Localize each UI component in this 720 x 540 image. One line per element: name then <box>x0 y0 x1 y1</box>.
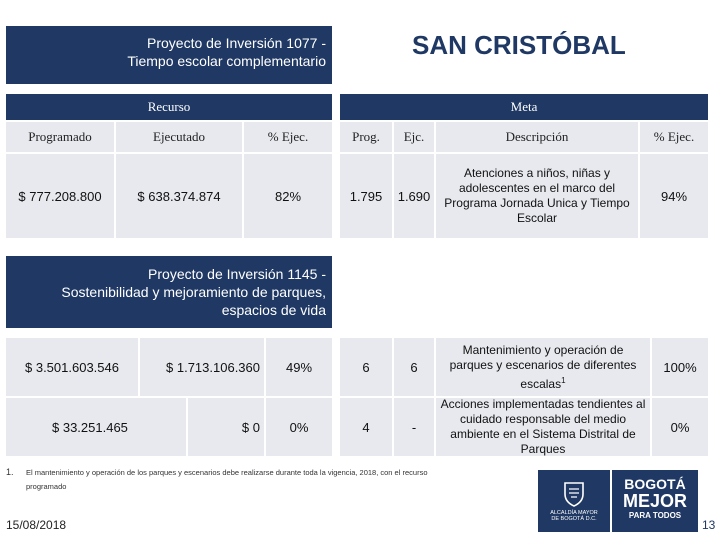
alcaldia-logo: ALCALDÍA MAYOR DE BOGOTÁ D.C. <box>538 470 610 532</box>
row3-pct: 0% <box>266 398 332 456</box>
col-prog: Prog. <box>340 122 392 152</box>
shield-icon <box>564 481 584 507</box>
row2-footnote-ref: 1 <box>561 375 566 385</box>
footnote-text-line2: programado <box>26 482 67 491</box>
row2-meta-pct: 100% <box>652 338 708 396</box>
col-meta-pct-ejec: % Ejec. <box>640 122 708 152</box>
footnote-text-line1: El mantenimiento y operación de los parq… <box>26 468 428 477</box>
footnote-number: 1. <box>6 467 14 477</box>
footnote-text: El mantenimiento y operación de los parq… <box>26 466 526 494</box>
row3-prog: 4 <box>340 398 392 456</box>
col-descripcion: Descripción <box>436 122 638 152</box>
row2-ejc: 6 <box>394 338 434 396</box>
row1-pct: 82% <box>244 154 332 238</box>
row1-prog: 1.795 <box>340 154 392 238</box>
project-1-title-box: Proyecto de Inversión 1077 - Tiempo esco… <box>6 26 332 84</box>
footer-date: 15/08/2018 <box>6 518 67 532</box>
row1-descripcion: Atenciones a niños, niñas y adolescentes… <box>436 154 638 238</box>
meta-header: Meta <box>340 94 708 120</box>
brand-line2: MEJOR <box>622 491 687 511</box>
row3-ejc: - <box>394 398 434 456</box>
logo-text-line2: DE BOGOTÁ D.C. <box>551 515 597 522</box>
row2-ejecutado: $ 1.713.106.360 <box>140 338 264 396</box>
row1-meta-pct: 94% <box>640 154 708 238</box>
row1-programado: $ 777.208.800 <box>6 154 114 238</box>
row3-programado: $ 33.251.465 <box>6 398 186 456</box>
location-title: SAN CRISTÓBAL <box>412 30 626 60</box>
row2-programado: $ 3.501.603.546 <box>6 338 138 396</box>
recurso-header: Recurso <box>6 94 332 120</box>
project-1-title-line2: Tiempo escolar complementario <box>127 53 326 69</box>
row2-pct: 49% <box>266 338 332 396</box>
col-pct-ejec: % Ejec. <box>244 122 332 152</box>
row3-meta-pct: 0% <box>652 398 708 456</box>
page-number: 13 <box>702 518 716 532</box>
col-ejc: Ejc. <box>394 122 434 152</box>
col-programado: Programado <box>6 122 114 152</box>
row1-ejc: 1.690 <box>394 154 434 238</box>
brand-line1: BOGOTÁ <box>624 476 686 492</box>
col-ejecutado: Ejecutado <box>116 122 242 152</box>
bogota-mejor-logo: BOGOTÁ MEJOR PARA TODOS <box>612 470 698 532</box>
row2-descripcion-text: Mantenimiento y operación de parques y e… <box>449 342 637 391</box>
row3-ejecutado: $ 0 <box>188 398 264 456</box>
row3-descripcion: Acciones implementadas tendientes al cui… <box>436 397 650 456</box>
project-2-title-line3: espacios de vida <box>221 302 326 318</box>
row2-prog: 6 <box>340 338 392 396</box>
project-2-title-box: Proyecto de Inversión 1145 - Sostenibili… <box>6 256 332 328</box>
row2-descripcion: Mantenimiento y operación de parques y e… <box>436 338 650 396</box>
project-2-title-line1: Proyecto de Inversión 1145 - <box>148 266 326 282</box>
project-1-title-line1: Proyecto de Inversión 1077 - <box>147 35 326 51</box>
logo-text-line1: ALCALDÍA MAYOR <box>550 509 598 516</box>
project-2-title-line2: Sostenibilidad y mejoramiento de parques… <box>61 284 326 300</box>
row1-ejecutado: $ 638.374.874 <box>116 154 242 238</box>
brand-line3: PARA TODOS <box>628 511 682 520</box>
